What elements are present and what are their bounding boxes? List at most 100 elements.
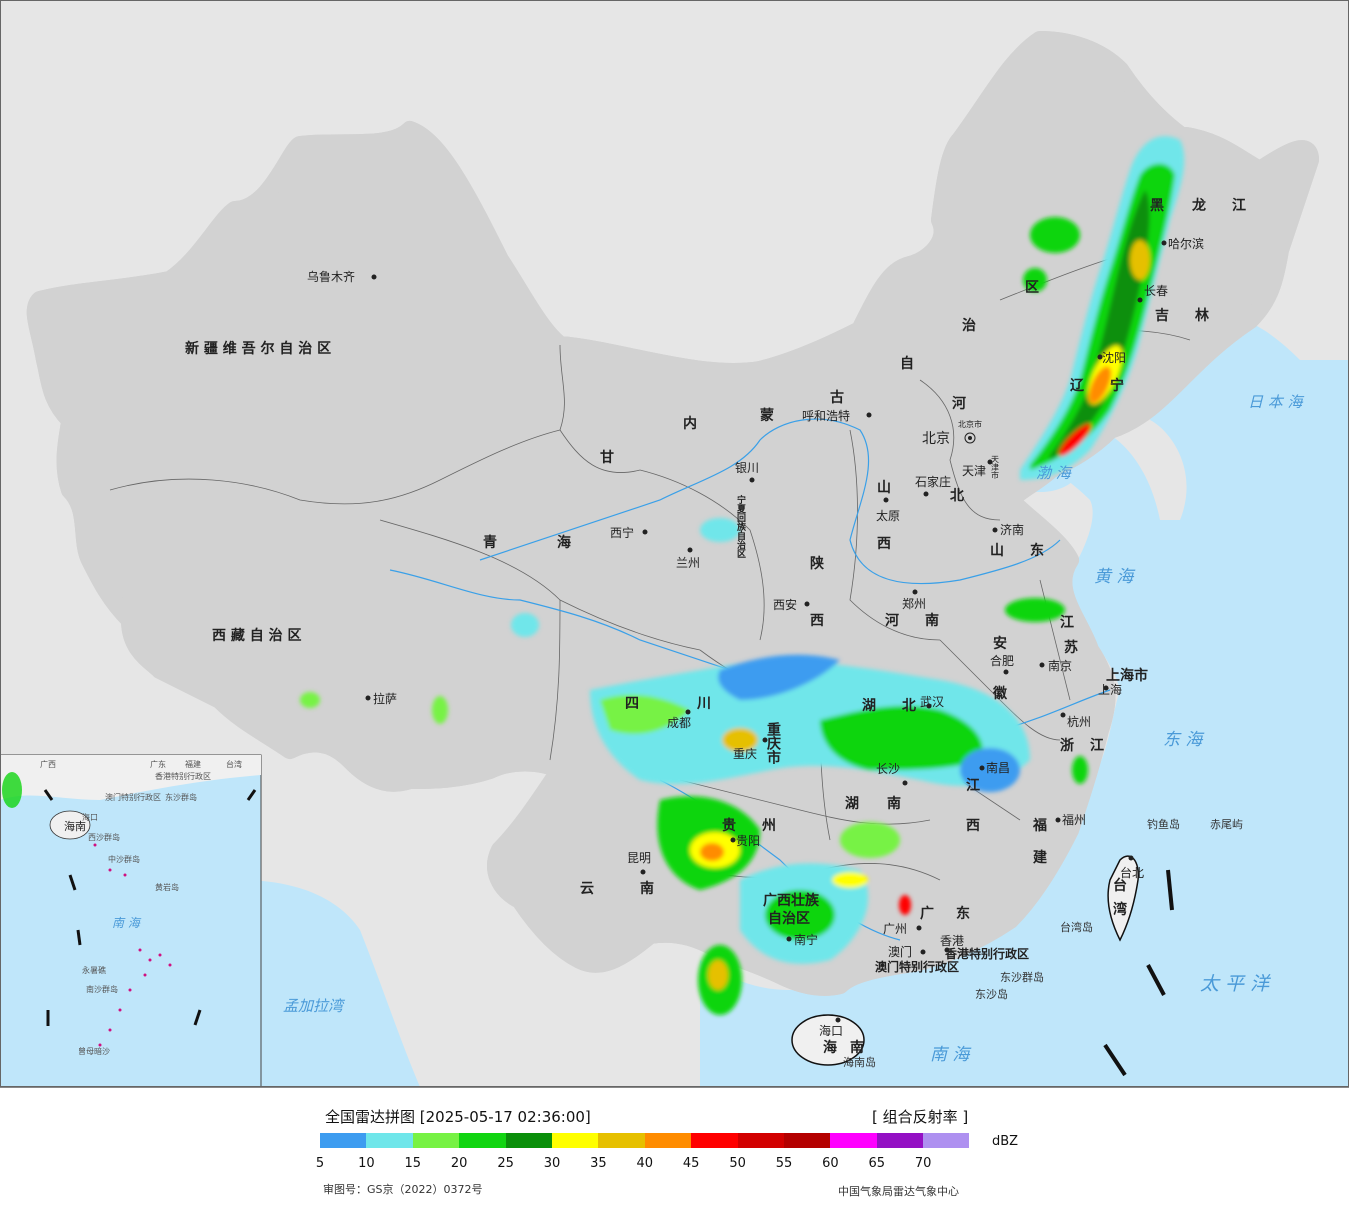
city-macau: 澳门 — [888, 944, 926, 959]
label-hunan-1: 湖 — [845, 796, 859, 812]
label-donghai: 东 海 — [1163, 730, 1205, 750]
echo-northeast-orange — [1088, 366, 1112, 404]
label-guizhou-1: 贵 — [722, 817, 736, 834]
label-neimenggu-1: 内 — [683, 415, 697, 432]
city-hohhot: 呼和浩特 — [802, 408, 872, 423]
label-taiwandao: 台湾岛 — [1060, 920, 1093, 934]
label-guizhou-2: 州 — [761, 818, 776, 834]
legend-cell — [598, 1133, 645, 1148]
svg-text:南昌: 南昌 — [986, 760, 1010, 775]
svg-text:长春: 长春 — [1144, 284, 1168, 298]
svg-text:天津市: 天津市 — [991, 455, 1000, 480]
svg-text:澳门特别行政区: 澳门特别行政区 — [105, 792, 161, 802]
echo-guangxi-green — [765, 890, 835, 940]
echo-lhasa-patch — [432, 696, 448, 724]
label-fujian-1: 福 — [1032, 817, 1047, 834]
svg-text:黄岩岛: 黄岩岛 — [155, 882, 179, 892]
city-fuzhou: 福州 — [1055, 812, 1086, 827]
svg-text:东沙群岛: 东沙群岛 — [165, 792, 197, 802]
city-shijiazhuang: 石家庄 — [915, 474, 951, 497]
svg-text:拉萨: 拉萨 — [373, 691, 397, 706]
svg-text:昆明: 昆明 — [627, 851, 651, 865]
legend-cell — [737, 1133, 784, 1148]
legend-cell — [691, 1133, 738, 1148]
label-hunan-2: 南 — [887, 795, 901, 812]
legend-cell — [783, 1133, 831, 1148]
label-chongqing: 重庆市 — [765, 721, 781, 765]
label-hongkong: 香港特别行政区 — [944, 946, 1029, 961]
label-hebei-2: 北 — [950, 488, 964, 504]
label-heilongjiang-1: 黑 — [1150, 198, 1164, 214]
inset-south-china-sea: 海南 南 海 广西 广东 福建 台湾 香港特别行政区 澳门特别行政区 东沙群岛 … — [0, 754, 262, 1087]
svg-text:西安: 西安 — [773, 597, 797, 612]
city-nanning: 南宁 — [786, 932, 818, 947]
label-qinghai2: 海 — [557, 534, 571, 551]
city-changchun: 长春 — [1137, 284, 1168, 303]
label-sichuan-2: 川 — [696, 696, 711, 712]
svg-text:北京市: 北京市 — [958, 419, 982, 429]
label-ribenhai: 日 本 海 — [1248, 393, 1305, 411]
city-xian: 西安 — [773, 597, 810, 612]
province-labels: 新 疆 维 吾 尔 自 治 区 西 藏 自 治 区 青 海 甘 内 蒙 古 自 … — [185, 197, 1246, 1056]
legend-tick: 55 — [775, 1156, 793, 1171]
label-anhui-1: 安 — [993, 635, 1007, 652]
svg-text:广东: 广东 — [150, 759, 166, 769]
svg-text:济南: 济南 — [1000, 522, 1024, 537]
svg-text:沈阳: 沈阳 — [1102, 350, 1126, 365]
city-jinan: 济南 — [992, 522, 1024, 537]
legend-cell — [644, 1133, 692, 1148]
label-anhui-2: 徽 — [992, 685, 1008, 702]
echo-tibet-patch — [300, 692, 320, 708]
svg-text:香港: 香港 — [940, 934, 964, 948]
label-nanhai: 南 海 — [930, 1045, 972, 1065]
label-guangxi-1: 广西壮族 — [763, 892, 820, 909]
label-guangdong-2: 东 — [956, 905, 970, 922]
echo-guangxi-yellow — [832, 872, 868, 888]
svg-text:石家庄: 石家庄 — [915, 474, 951, 489]
echo-jiangsu-green — [1005, 598, 1065, 622]
legend-tick: 5 — [315, 1156, 325, 1171]
echo-hunan-green — [840, 822, 900, 858]
echo-northeast-red — [1058, 423, 1092, 457]
label-hainan-1: 海 — [823, 1039, 837, 1056]
label-henan-1: 河 — [885, 612, 899, 629]
legend-product: [ 组合反射率 ] — [872, 1108, 969, 1126]
legend-unit: dBZ — [992, 1134, 1019, 1149]
svg-text:西宁: 西宁 — [610, 525, 634, 540]
svg-text:南京: 南京 — [1048, 658, 1072, 673]
inset-label-hainan: 海南 — [64, 819, 86, 833]
label-jilin-2: 林 — [1195, 307, 1209, 324]
legend-tick: 45 — [682, 1156, 700, 1171]
svg-text:重庆: 重庆 — [733, 747, 757, 761]
label-neimenggu-6: 区 — [1025, 280, 1039, 296]
label-dongsha2: 东沙岛 — [975, 987, 1008, 1001]
svg-text:武汉: 武汉 — [920, 695, 944, 709]
svg-text:长沙: 长沙 — [876, 762, 900, 776]
svg-text:台北: 台北 — [1120, 865, 1144, 880]
svg-text:上海: 上海 — [1098, 682, 1122, 697]
echo-northeast-dark — [1050, 190, 1150, 460]
label-jiangsu-1: 江 — [1060, 614, 1074, 631]
label-xizang: 西 藏 自 治 区 — [212, 627, 302, 644]
echo-guangdong-red — [899, 895, 911, 915]
echo-chongqing-yellow — [722, 728, 758, 752]
label-hubei-2: 北 — [902, 698, 916, 714]
label-neimenggu-3: 古 — [830, 389, 844, 406]
echo-ningxia-patch — [700, 518, 740, 542]
echo-north-patch2 — [1023, 268, 1047, 292]
city-chongqing: 重庆 — [733, 737, 768, 761]
label-diaoyu: 钓鱼岛 — [1147, 817, 1180, 831]
city-nanjing: 南京 — [1039, 658, 1072, 673]
legend-tick: 15 — [404, 1156, 422, 1171]
echo-border-yellow — [708, 960, 728, 990]
label-jiangxi-1: 江 — [966, 777, 980, 794]
label-jilin-1: 吉 — [1155, 307, 1169, 324]
label-zhejiang-2: 江 — [1090, 737, 1104, 754]
city-taipei: 台北 — [1120, 855, 1144, 880]
city-taiyuan: 太原 — [876, 497, 900, 523]
svg-text:兰州: 兰州 — [676, 556, 700, 570]
radar-echoes — [300, 136, 1185, 1015]
city-changsha: 长沙 — [876, 762, 908, 786]
legend-cell — [505, 1133, 552, 1148]
